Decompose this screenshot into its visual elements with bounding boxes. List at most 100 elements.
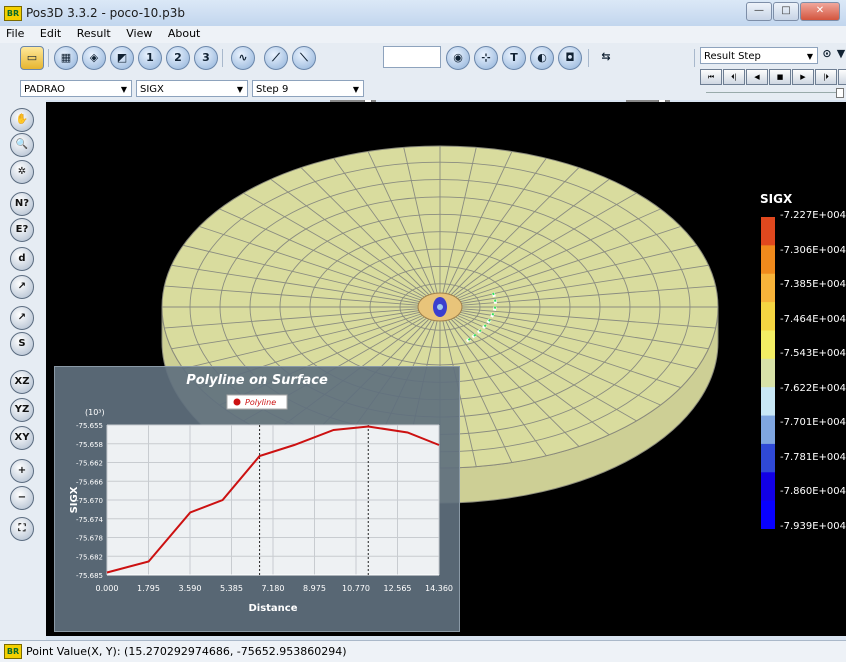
line-chart-icon[interactable]: ↗	[10, 275, 34, 299]
chevron-down-icon: ▼	[352, 85, 359, 94]
step-select[interactable]: Step 9 ▼	[252, 80, 364, 97]
chart-title: Polyline on Surface	[186, 373, 328, 388]
y-tick-label: -75.682	[76, 553, 103, 561]
legend-marker	[233, 398, 241, 406]
graph-2-icon[interactable]: ⟍	[292, 46, 316, 70]
legend-label: -7.781E+004	[780, 451, 846, 463]
toolbar-divider	[222, 49, 223, 67]
maximize-button[interactable]: □	[773, 2, 799, 21]
chart-svg: 0.000 1.795 3.590 5.385 7.180 8.975 10.770 12.5…	[69, 394, 453, 614]
menu-result[interactable]: Result	[76, 27, 111, 40]
next-step-button[interactable]: |⏵	[815, 69, 837, 85]
axes-icon[interactable]: ⊹	[474, 46, 498, 70]
legend-label: -7.464E+004	[780, 313, 846, 325]
last-step-button[interactable]: ⏭	[838, 69, 846, 85]
y-tick-label: -75.662	[76, 460, 103, 468]
y-tick-label: -75.678	[76, 535, 103, 543]
solid-icon[interactable]: ◈	[82, 46, 106, 70]
legend-label: -7.622E+004	[780, 382, 846, 394]
bore-stress-core	[437, 304, 443, 310]
element-query-icon[interactable]: E?	[10, 218, 34, 242]
menu-bar: File Edit Result View About	[0, 26, 846, 43]
y-tick-label: -75.670	[76, 497, 103, 505]
result-step-select[interactable]: Result Step ▼	[700, 47, 818, 64]
polyline-chart-panel[interactable]: Polyline on Surface 0.000 1.795 3.590 5.385…	[54, 366, 460, 632]
y-tick-label: -75.685	[76, 572, 103, 580]
scale-icon[interactable]: ⇆	[601, 50, 611, 63]
step-label: Step 9	[256, 84, 289, 95]
cut-plane-4-icon[interactable]: 3	[194, 46, 218, 70]
value-input[interactable]	[383, 46, 441, 68]
slider-knob[interactable]	[836, 88, 844, 98]
display-mode-icon[interactable]: ◉	[446, 46, 470, 70]
chevron-down-icon: ▼	[236, 85, 243, 94]
y-scale-label: (10³)	[85, 408, 105, 417]
cut-plane-3-icon[interactable]: 2	[166, 46, 190, 70]
view-xz-icon[interactable]: XZ	[10, 370, 34, 394]
node-query-icon[interactable]: N?	[10, 192, 34, 216]
menu-file[interactable]: File	[6, 27, 25, 40]
open-folder-icon[interactable]: ▭	[20, 46, 44, 70]
distance-icon[interactable]: d	[10, 247, 34, 271]
series-line-polyline	[106, 425, 440, 574]
status-text: Point Value(X, Y): (15.270292974686, -75…	[26, 645, 347, 658]
chevron-down-icon: ▼	[120, 85, 127, 94]
legend-title: SIGX	[760, 192, 793, 206]
y-tick-label: -75.658	[76, 441, 103, 449]
camera-icon[interactable]: ◘	[558, 46, 582, 70]
material-select[interactable]: PADRAO ▼	[20, 80, 132, 97]
x-tick-label: 14.360	[425, 584, 453, 593]
previous-step-button[interactable]: ⏴|	[723, 69, 745, 85]
zoom-in-icon[interactable]: +	[10, 459, 34, 483]
toolbar-divider	[588, 49, 589, 67]
app-logo-icon: BR	[4, 6, 22, 21]
legend-label: -7.385E+004	[780, 279, 846, 290]
surface-chart-icon[interactable]: ↗	[10, 306, 34, 330]
title-bar: BR Pos3D 3.3.2 - poco-10.p3b — □ ✕	[0, 0, 846, 27]
wave-icon[interactable]: ∿	[231, 46, 255, 70]
first-step-button[interactable]: ⏮	[700, 69, 722, 85]
contrast-icon[interactable]: ◐	[530, 46, 554, 70]
menu-about[interactable]: About	[167, 27, 201, 40]
fit-view-icon[interactable]: ⛶	[10, 517, 34, 541]
legend-series-name: Polyline	[245, 398, 276, 407]
mesh-icon[interactable]: ▦	[54, 46, 78, 70]
legend-label: -7.543E+004	[780, 348, 846, 359]
pin-icon[interactable]: ▼	[836, 47, 846, 60]
x-axis-label: Distance	[248, 603, 297, 614]
step-slider[interactable]	[706, 88, 844, 98]
x-tick-label: 8.975	[303, 584, 326, 593]
pan-hand-icon[interactable]: ✋	[10, 108, 34, 132]
play-backward-button[interactable]: ◀	[746, 69, 768, 85]
menu-view[interactable]: View	[126, 27, 153, 40]
text-icon[interactable]: T	[502, 46, 526, 70]
cut-plane-icon[interactable]: ◩	[110, 46, 134, 70]
y-tick-label: -75.666	[76, 478, 104, 486]
clock-icon[interactable]: ⊙	[822, 47, 832, 60]
y-tick-label: -75.655	[76, 422, 103, 430]
close-button[interactable]: ✕	[800, 2, 840, 21]
rotate-icon[interactable]: ✲	[10, 160, 34, 184]
view-yz-icon[interactable]: YZ	[10, 398, 34, 422]
graph-icon[interactable]: ⟋	[264, 46, 288, 70]
menu-edit[interactable]: Edit	[39, 27, 62, 40]
tool-sidebar: ✋ 🔍 ✲ N? E? d ↗ ↗ S XZ YZ XY + − ⛶	[0, 100, 46, 640]
result-label: SIGX	[140, 84, 164, 95]
animation-controls: ⏮ ⏴| ◀ ■ ▶ |⏵ ⏭	[700, 69, 846, 85]
y-tick-label: -75.674	[76, 516, 104, 524]
y-axis-label: SIGX	[69, 486, 80, 513]
minimize-button[interactable]: —	[746, 2, 772, 21]
x-tick-label: 7.180	[262, 584, 285, 593]
legend-label: -7.227E+004	[780, 210, 846, 221]
toolbar-divider	[694, 49, 695, 67]
zoom-icon[interactable]: 🔍	[10, 133, 34, 157]
play-button[interactable]: ▶	[792, 69, 814, 85]
polyline-surface-icon[interactable]: S	[10, 332, 34, 356]
zoom-out-icon[interactable]: −	[10, 486, 34, 510]
stop-button[interactable]: ■	[769, 69, 791, 85]
result-step-label: Result Step	[704, 51, 761, 62]
x-tick-label: 10.770	[342, 584, 370, 593]
cut-plane-2-icon[interactable]: 1	[138, 46, 162, 70]
result-select[interactable]: SIGX ▼	[136, 80, 248, 97]
view-xy-icon[interactable]: XY	[10, 426, 34, 450]
